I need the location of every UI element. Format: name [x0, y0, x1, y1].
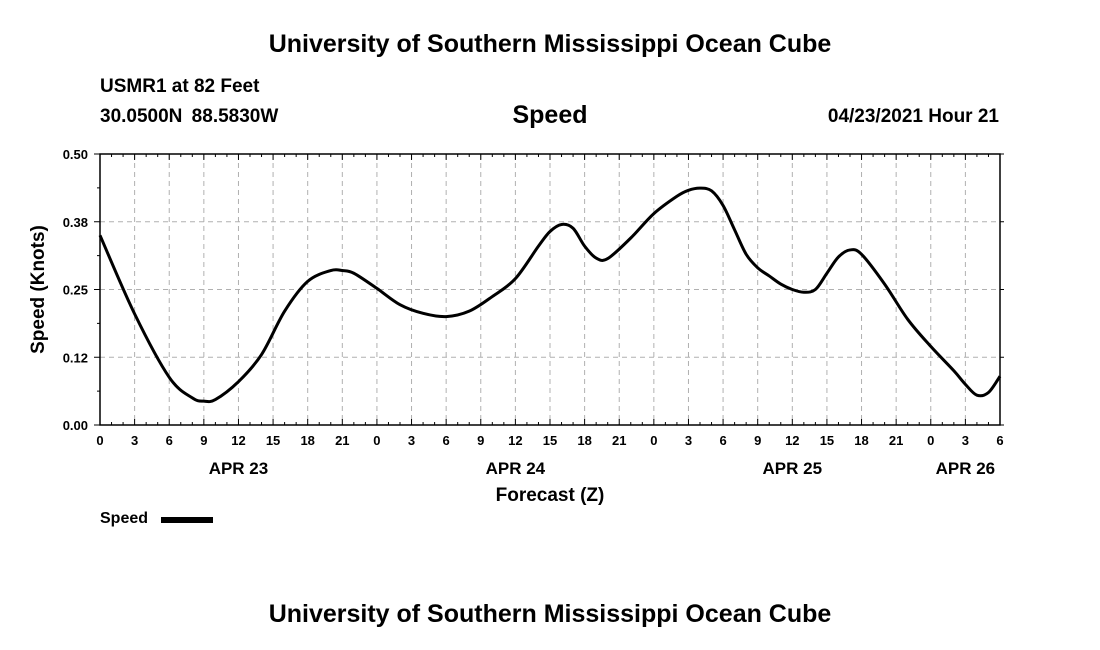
x-tick-label: 0	[927, 433, 934, 448]
x-tick-label: 21	[889, 433, 903, 448]
x-tick-label: 0	[373, 433, 380, 448]
station-coordinates: 30.0500N 88.5830W	[100, 106, 279, 127]
x-tick-label: 12	[785, 433, 799, 448]
x-tick-label: 9	[754, 433, 761, 448]
x-tick-label: 3	[408, 433, 415, 448]
x-tick-label: 15	[266, 433, 280, 448]
x-tick-label: 12	[508, 433, 522, 448]
y-tick-label: 0.00	[63, 418, 88, 433]
legend-swatch	[161, 517, 213, 523]
page-title: University of Southern Mississippi Ocean…	[268, 30, 832, 58]
y-tick-label: 0.12	[63, 350, 88, 365]
x-tick-label: 21	[612, 433, 626, 448]
x-tick-label: 6	[166, 433, 173, 448]
x-tick-label: 15	[820, 433, 834, 448]
chart-title: Speed	[512, 101, 588, 129]
x-tick-label: 6	[443, 433, 450, 448]
y-axis-label: Speed (Knots)	[28, 225, 49, 354]
date-label: APR 24	[486, 459, 546, 478]
x-tick-label: 9	[200, 433, 207, 448]
y-tick-label: 0.38	[63, 215, 88, 230]
forecast-datetime: 04/23/2021 Hour 21	[827, 106, 999, 127]
y-tick-label: 0.25	[63, 283, 88, 298]
x-tick-label: 0	[650, 433, 657, 448]
x-tick-label: 6	[719, 433, 726, 448]
x-tick-label: 15	[543, 433, 557, 448]
speed-series-line	[98, 186, 1002, 404]
x-tick-label: 3	[962, 433, 969, 448]
x-axis-label: Forecast (Z)	[496, 485, 605, 506]
x-tick-label: 21	[335, 433, 349, 448]
x-tick-label: 9	[477, 433, 484, 448]
y-tick-label: 0.50	[63, 147, 88, 162]
x-tick-label: 18	[577, 433, 591, 448]
x-tick-label: 3	[131, 433, 138, 448]
plot-frame	[99, 153, 1001, 426]
legend-label: Speed	[100, 510, 149, 527]
date-label: APR 23	[209, 459, 269, 478]
date-label: APR 26	[936, 459, 996, 478]
station-name: USMR1 at 82 Feet	[100, 76, 260, 97]
x-tick-label: 12	[231, 433, 245, 448]
date-label: APR 25	[763, 459, 823, 478]
x-tick-label: 3	[685, 433, 692, 448]
x-tick-label: 18	[854, 433, 868, 448]
x-tick-label: 6	[996, 433, 1003, 448]
x-tick-label: 0	[96, 433, 103, 448]
footer-title: University of Southern Mississippi Ocean…	[268, 600, 832, 628]
x-tick-label: 18	[300, 433, 314, 448]
